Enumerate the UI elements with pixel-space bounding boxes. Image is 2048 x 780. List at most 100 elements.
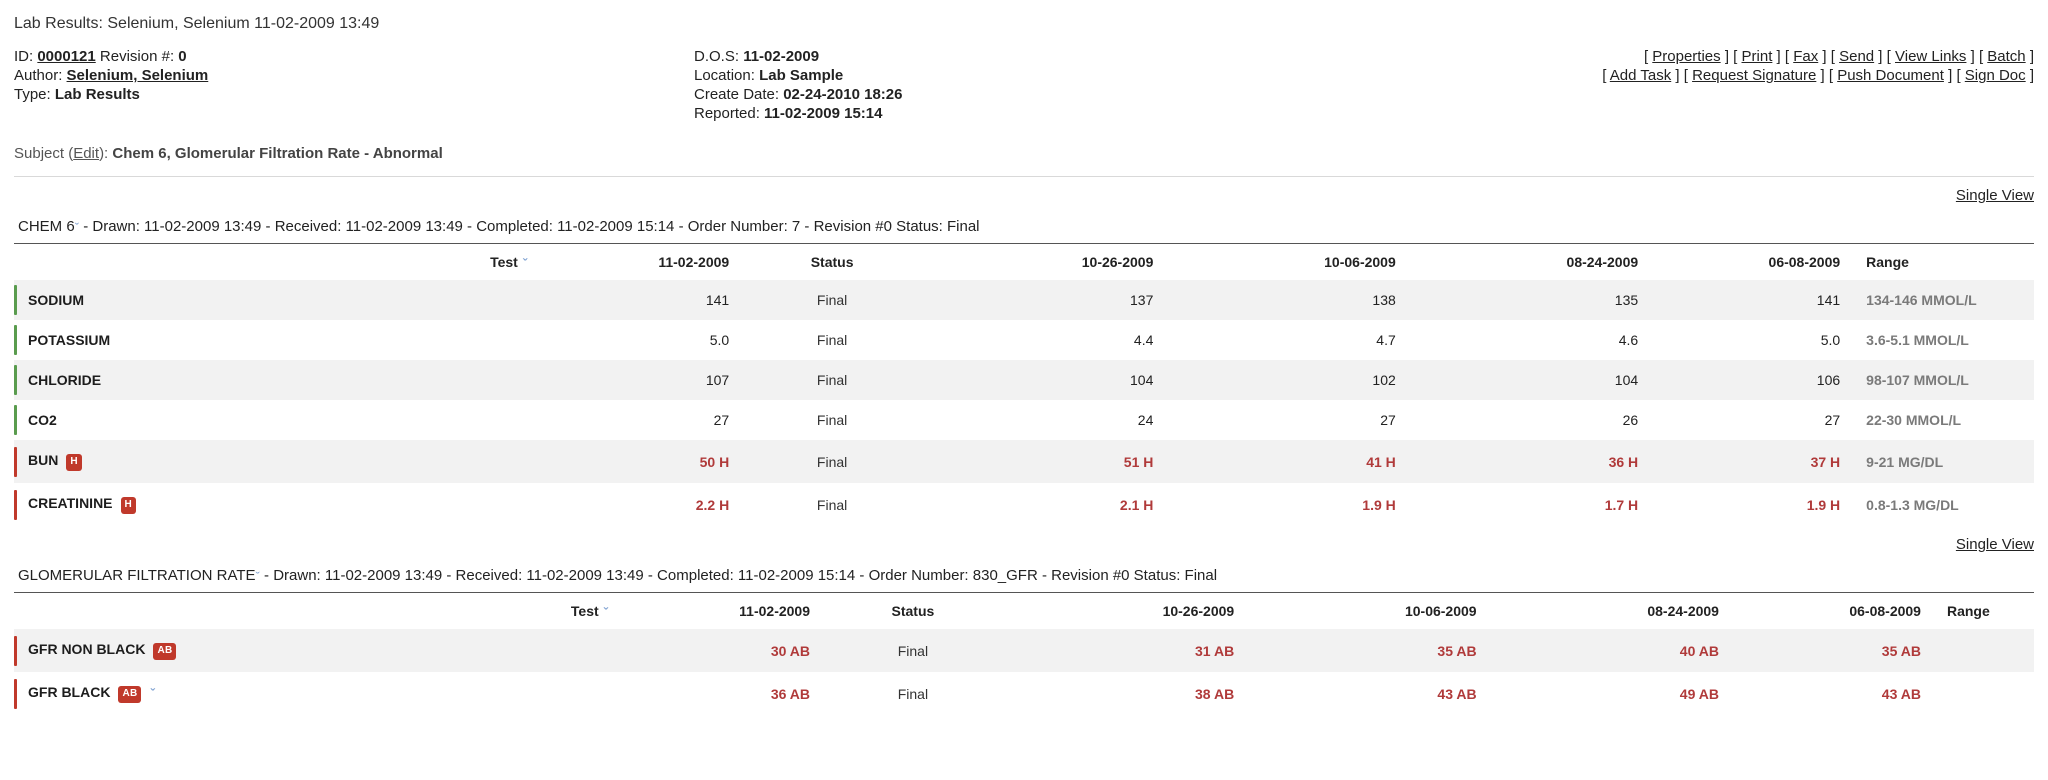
result-value-prior-2: 35 AB (1246, 629, 1489, 673)
action-link-request-signature[interactable]: Request Signature (1692, 67, 1817, 85)
result-value-current: 30 AB (620, 629, 822, 673)
result-status: Final (816, 332, 848, 349)
column-header-range: Range (1852, 244, 2034, 281)
meta-location-line: Location: Lab Sample (694, 66, 1334, 85)
result-value-prior-3: 135 (1407, 280, 1651, 321)
action-link-batch[interactable]: Batch (1987, 48, 2026, 66)
bracket-close: ] (1874, 48, 1887, 66)
result-value-prior-4: 1.9 H (1806, 496, 1841, 513)
lab-results-page: Lab Results: Selenium, Selenium 11-02-20… (14, 15, 2034, 715)
result-value-prior-1: 31 AB (1003, 629, 1247, 673)
bracket-close: ] (1818, 48, 1831, 66)
result-status: Final (897, 685, 929, 702)
normal-accent-bar (14, 325, 17, 356)
test-name-label: POTASSIUM (28, 332, 111, 349)
bracket-close: ] (1943, 67, 1957, 85)
meta-author-line: Author: Selenium, Selenium (14, 66, 694, 85)
result-value-prior-1: 24 (1137, 412, 1154, 429)
column-header-status: Status (822, 593, 1004, 630)
column-header-test[interactable]: Test ˇ (14, 244, 540, 281)
panel-name[interactable]: GLOMERULAR FILTRATION RATE (18, 567, 256, 585)
single-view-row: Single View (14, 177, 2034, 204)
column-header-08-24-2009: 08-24-2009 (1407, 244, 1651, 281)
subject-edit-link[interactable]: Edit (73, 145, 100, 163)
table-row[interactable]: SODIUM 141 Final 137 138 135 141 134-146 MMOL/L (14, 280, 2034, 321)
reported-value: 11-02-2009 15:14 (764, 105, 883, 123)
id-value-link[interactable]: 0000121 (37, 48, 96, 66)
action-link-add-task[interactable]: Add Task (1609, 67, 1672, 85)
table-row[interactable]: GFR NON BLACK AB 30 AB Final 31 AB 35 AB 40 AB… (14, 629, 2034, 673)
subject-label: Subject ( (14, 145, 74, 163)
test-name-label: CHLORIDE (28, 372, 102, 389)
result-value-current: 36 AB (770, 685, 810, 702)
meta-create-date-line: Create Date: 02-24-2010 18:26 (694, 85, 1334, 104)
action-link-properties[interactable]: Properties (1652, 48, 1721, 66)
result-value-current: 5.0 (709, 332, 730, 349)
chevron-down-icon[interactable]: ˇ (74, 220, 80, 236)
table-row[interactable]: CO2 27 Final 24 27 26 27 22-30 MMOL/L (14, 400, 2034, 440)
table-row[interactable]: CREATININE H 2.2 H Final 2.1 H 1.9 H 1.7 H 1.9 … (14, 483, 2034, 526)
normal-accent-bar (14, 405, 17, 436)
chevron-down-icon[interactable]: ˇ (255, 569, 260, 585)
result-value-prior-3: 40 AB (1488, 629, 1731, 673)
reference-range: 3.6-5.1 MMOL/L (1866, 332, 1969, 349)
result-status: Final (741, 440, 923, 484)
result-value-prior-3: 4.6 (1618, 332, 1639, 349)
single-view-link[interactable]: Single View (1955, 536, 2034, 554)
result-value-prior-4: 141 (1650, 280, 1853, 321)
result-status: Final (816, 496, 848, 513)
action-link-push-document[interactable]: Push Document (1837, 67, 1944, 85)
result-value-prior-4: 27 (1824, 412, 1841, 429)
table-row[interactable]: GFR BLACK AB ˇ 36 AB Final 38 AB 43 AB 49 AB 43 … (14, 672, 2034, 715)
panel-header: GLOMERULAR FILTRATION RATEˇ - Drawn: 11-… (14, 567, 2034, 592)
bracket-close: ] (1772, 48, 1785, 66)
result-value-prior-2: 43 AB (1437, 685, 1477, 702)
column-header-label: Test (570, 603, 599, 620)
reference-range: 9-21 MG/DL (1852, 440, 2034, 484)
result-value-prior-3: 104 (1407, 360, 1651, 401)
result-value-prior-3: 36 H (1407, 440, 1651, 484)
row-expand-chevron-icon[interactable]: ˇ (150, 686, 155, 702)
result-value-prior-1: 4.4 (1133, 332, 1154, 349)
panel-rule (14, 592, 2034, 594)
action-link-view-links[interactable]: View Links (1895, 48, 1967, 66)
single-view-row: Single View (14, 526, 2034, 553)
single-view-link[interactable]: Single View (1955, 187, 2034, 205)
action-link-print[interactable]: Print (1741, 48, 1773, 66)
panel-header-details: - Drawn: 11-02-2009 13:49 - Received: 11… (79, 218, 980, 236)
sort-chevron-icon[interactable]: ˇ (522, 256, 528, 272)
meta-reported-line: Reported: 11-02-2009 15:14 (694, 104, 1334, 123)
type-label: Type: (14, 86, 51, 104)
result-value-prior-1: 104 (922, 360, 1166, 401)
table-row[interactable]: POTASSIUM 5.0 Final 4.4 4.7 4.6 5.0 3.6-5.1 MMO… (14, 320, 2034, 360)
sort-chevron-icon[interactable]: ˇ (603, 605, 608, 621)
result-value-current: 2.2 H (695, 496, 730, 513)
reported-label: Reported: (694, 105, 760, 123)
bracket-close: ] (1720, 48, 1734, 66)
column-header-11-02-2009: 11-02-2009 (539, 244, 742, 281)
test-name-label: GFR BLACK (28, 684, 111, 701)
bracket-close: ] (2025, 67, 2034, 85)
reference-range: 134-146 MMOL/L (1852, 280, 2034, 321)
table-row[interactable]: CHLORIDE 107 Final 104 102 104 106 98-107 MMOL/… (14, 360, 2034, 401)
action-link-sign-doc[interactable]: Sign Doc (1964, 67, 2026, 85)
dos-label: D.O.S: (694, 48, 740, 66)
panel-name[interactable]: CHEM 6 (18, 218, 75, 236)
bracket-open: [ (1956, 67, 1965, 85)
author-value-link[interactable]: Selenium, Selenium (66, 67, 209, 85)
meta-type-line: Type: Lab Results (14, 85, 694, 104)
bracket-open: [ (1830, 48, 1840, 66)
action-link-send[interactable]: Send (1839, 48, 1875, 66)
subject-value: Chem 6, Glomerular Filtration Rate - Abn… (112, 145, 443, 163)
dos-value: 11-02-2009 (743, 48, 820, 66)
result-value-prior-4: 5.0 (1820, 332, 1841, 349)
test-name-cell: POTASSIUM (14, 320, 539, 360)
result-value-prior-3: 1.7 H (1604, 496, 1639, 513)
column-header-test[interactable]: Test ˇ (14, 593, 620, 630)
action-link-fax[interactable]: Fax (1793, 48, 1819, 66)
table-row[interactable]: BUN H 50 H Final 51 H 41 H 36 H 37 H 9-21 MG/DL (14, 440, 2034, 484)
result-value-prior-2: 4.7 (1376, 332, 1396, 349)
bracket-open: [ (1978, 48, 1988, 66)
subject-divider (14, 176, 2034, 178)
bracket-close: ] (1671, 67, 1684, 85)
